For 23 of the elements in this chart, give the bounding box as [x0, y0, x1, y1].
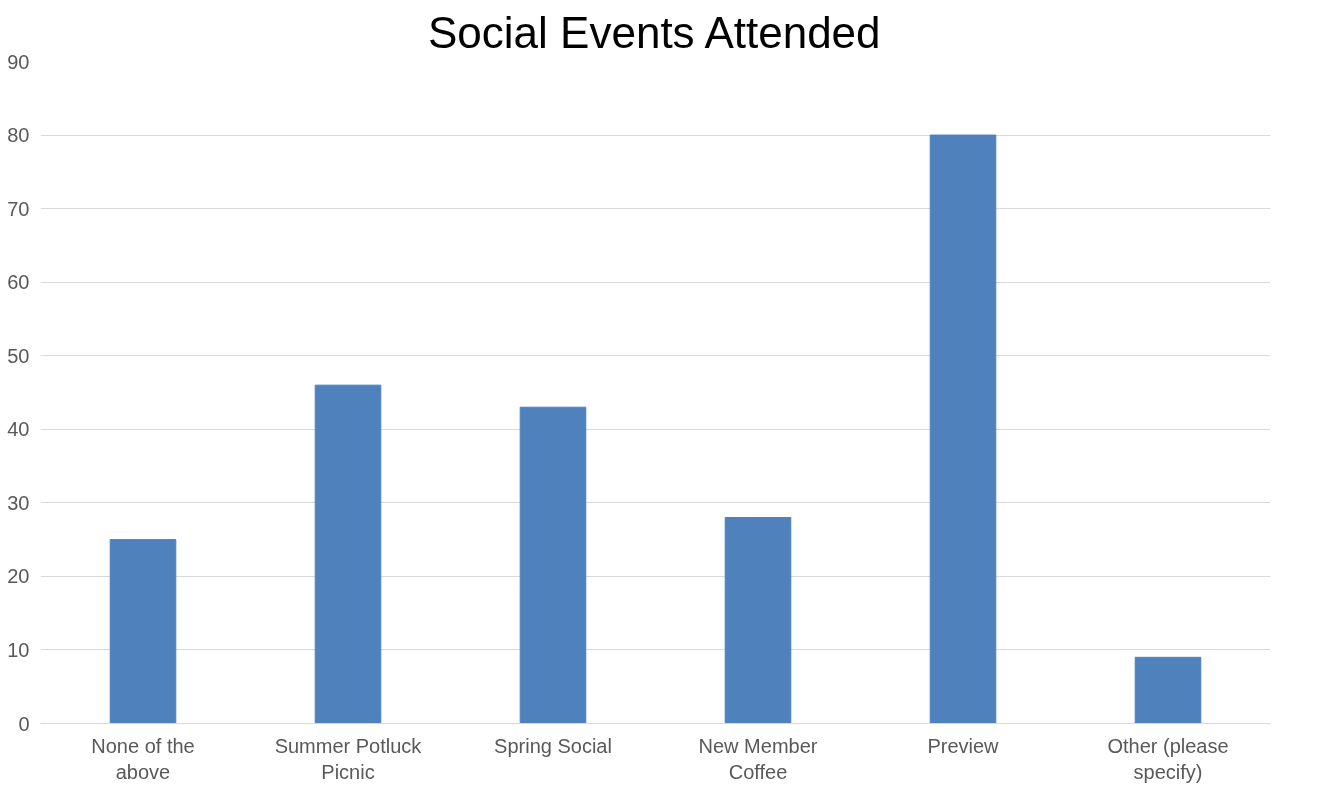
chart-title: Social Events Attended — [428, 7, 881, 57]
y-tick-label: 30 — [7, 491, 30, 514]
y-tick-label: 70 — [7, 197, 30, 220]
x-tick-label: New Member Coffee — [698, 734, 818, 783]
x-tick-label: Spring Social — [494, 734, 612, 757]
y-tick-label: 40 — [7, 418, 30, 441]
x-tick-label: Preview — [927, 734, 1000, 757]
x-tick-label: Other (please specify) — [1107, 734, 1229, 783]
y-tick-label: 60 — [7, 271, 30, 294]
x-tick-label: None of the above — [91, 734, 195, 783]
x-tick-label: Summer Potluck Picnic — [274, 734, 423, 783]
bar — [1134, 656, 1202, 724]
y-tick-label: 0 — [18, 712, 30, 735]
bar — [929, 134, 997, 724]
bar — [724, 517, 792, 724]
y-tick-label: 20 — [7, 565, 30, 588]
y-tick-label: 90 — [7, 50, 30, 73]
bar — [519, 406, 587, 724]
y-tick-label: 80 — [7, 124, 30, 147]
y-tick-label: 50 — [7, 344, 30, 367]
y-tick-label: 10 — [7, 638, 30, 661]
bar — [314, 384, 382, 724]
bar — [109, 539, 177, 724]
